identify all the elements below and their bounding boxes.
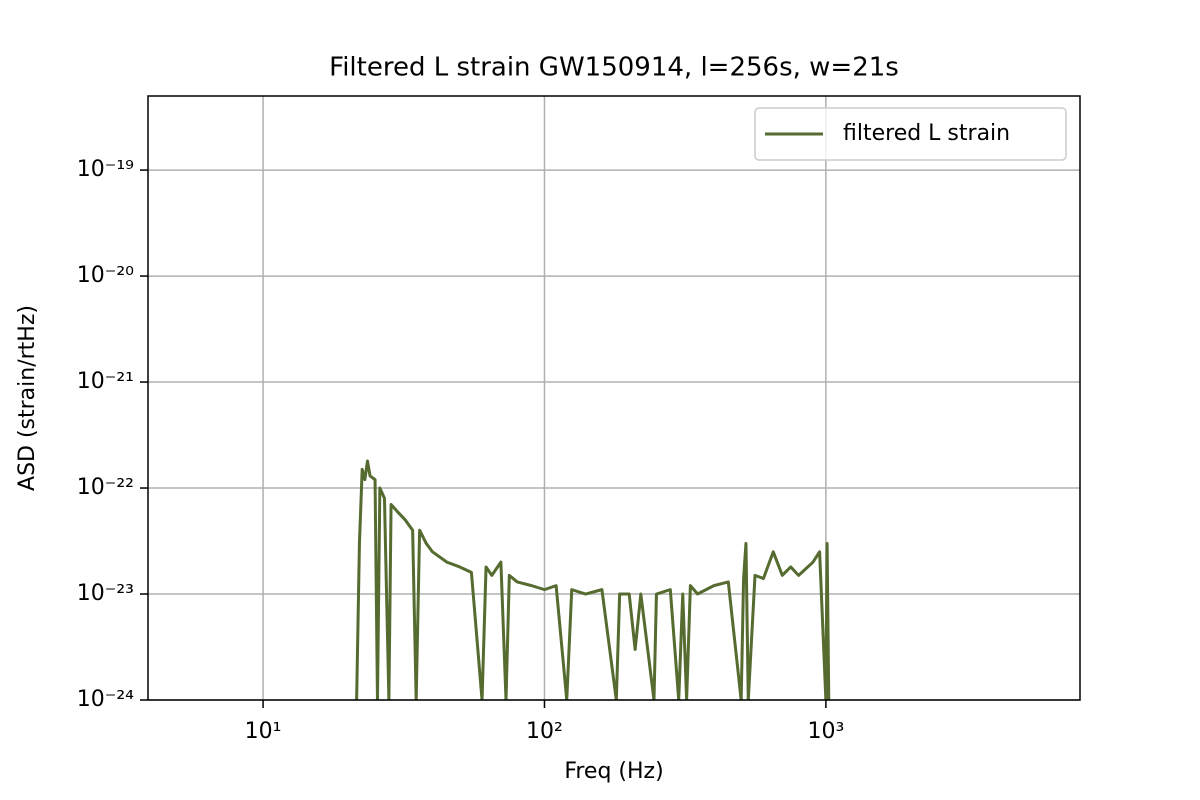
y-tick-label: 10⁻¹⁹ bbox=[77, 157, 134, 182]
y-tick-label: 10⁻²¹ bbox=[77, 369, 134, 394]
y-tick-label: 10⁻²⁴ bbox=[77, 687, 134, 712]
axes: 10¹ 10² 10³ 10⁻²⁴ 10⁻²³ 10⁻²² 10⁻²¹ 10⁻²⁰ 10⁻¹⁹ bbox=[77, 157, 845, 744]
plot-area bbox=[355, 459, 831, 700]
x-tick-label: 10¹ bbox=[245, 719, 282, 744]
data-line bbox=[355, 459, 831, 700]
x-tick-label: 10² bbox=[526, 719, 563, 744]
legend-label: filtered L strain bbox=[843, 121, 1010, 146]
y-tick-label: 10⁻²⁰ bbox=[77, 263, 134, 288]
chart-title: Filtered L strain GW150914, l=256s, w=21… bbox=[329, 53, 899, 83]
legend: filtered L strain bbox=[754, 107, 1067, 161]
x-axis-label: Freq (Hz) bbox=[564, 759, 663, 784]
legend-box bbox=[754, 107, 1067, 161]
x-tick-label: 10³ bbox=[807, 719, 844, 744]
y-tick-label: 10⁻²² bbox=[77, 475, 134, 500]
y-tick-label: 10⁻²³ bbox=[77, 581, 134, 606]
plot-frame bbox=[147, 95, 1081, 701]
y-axis-label: ASD (strain/rtHz) bbox=[15, 305, 40, 491]
